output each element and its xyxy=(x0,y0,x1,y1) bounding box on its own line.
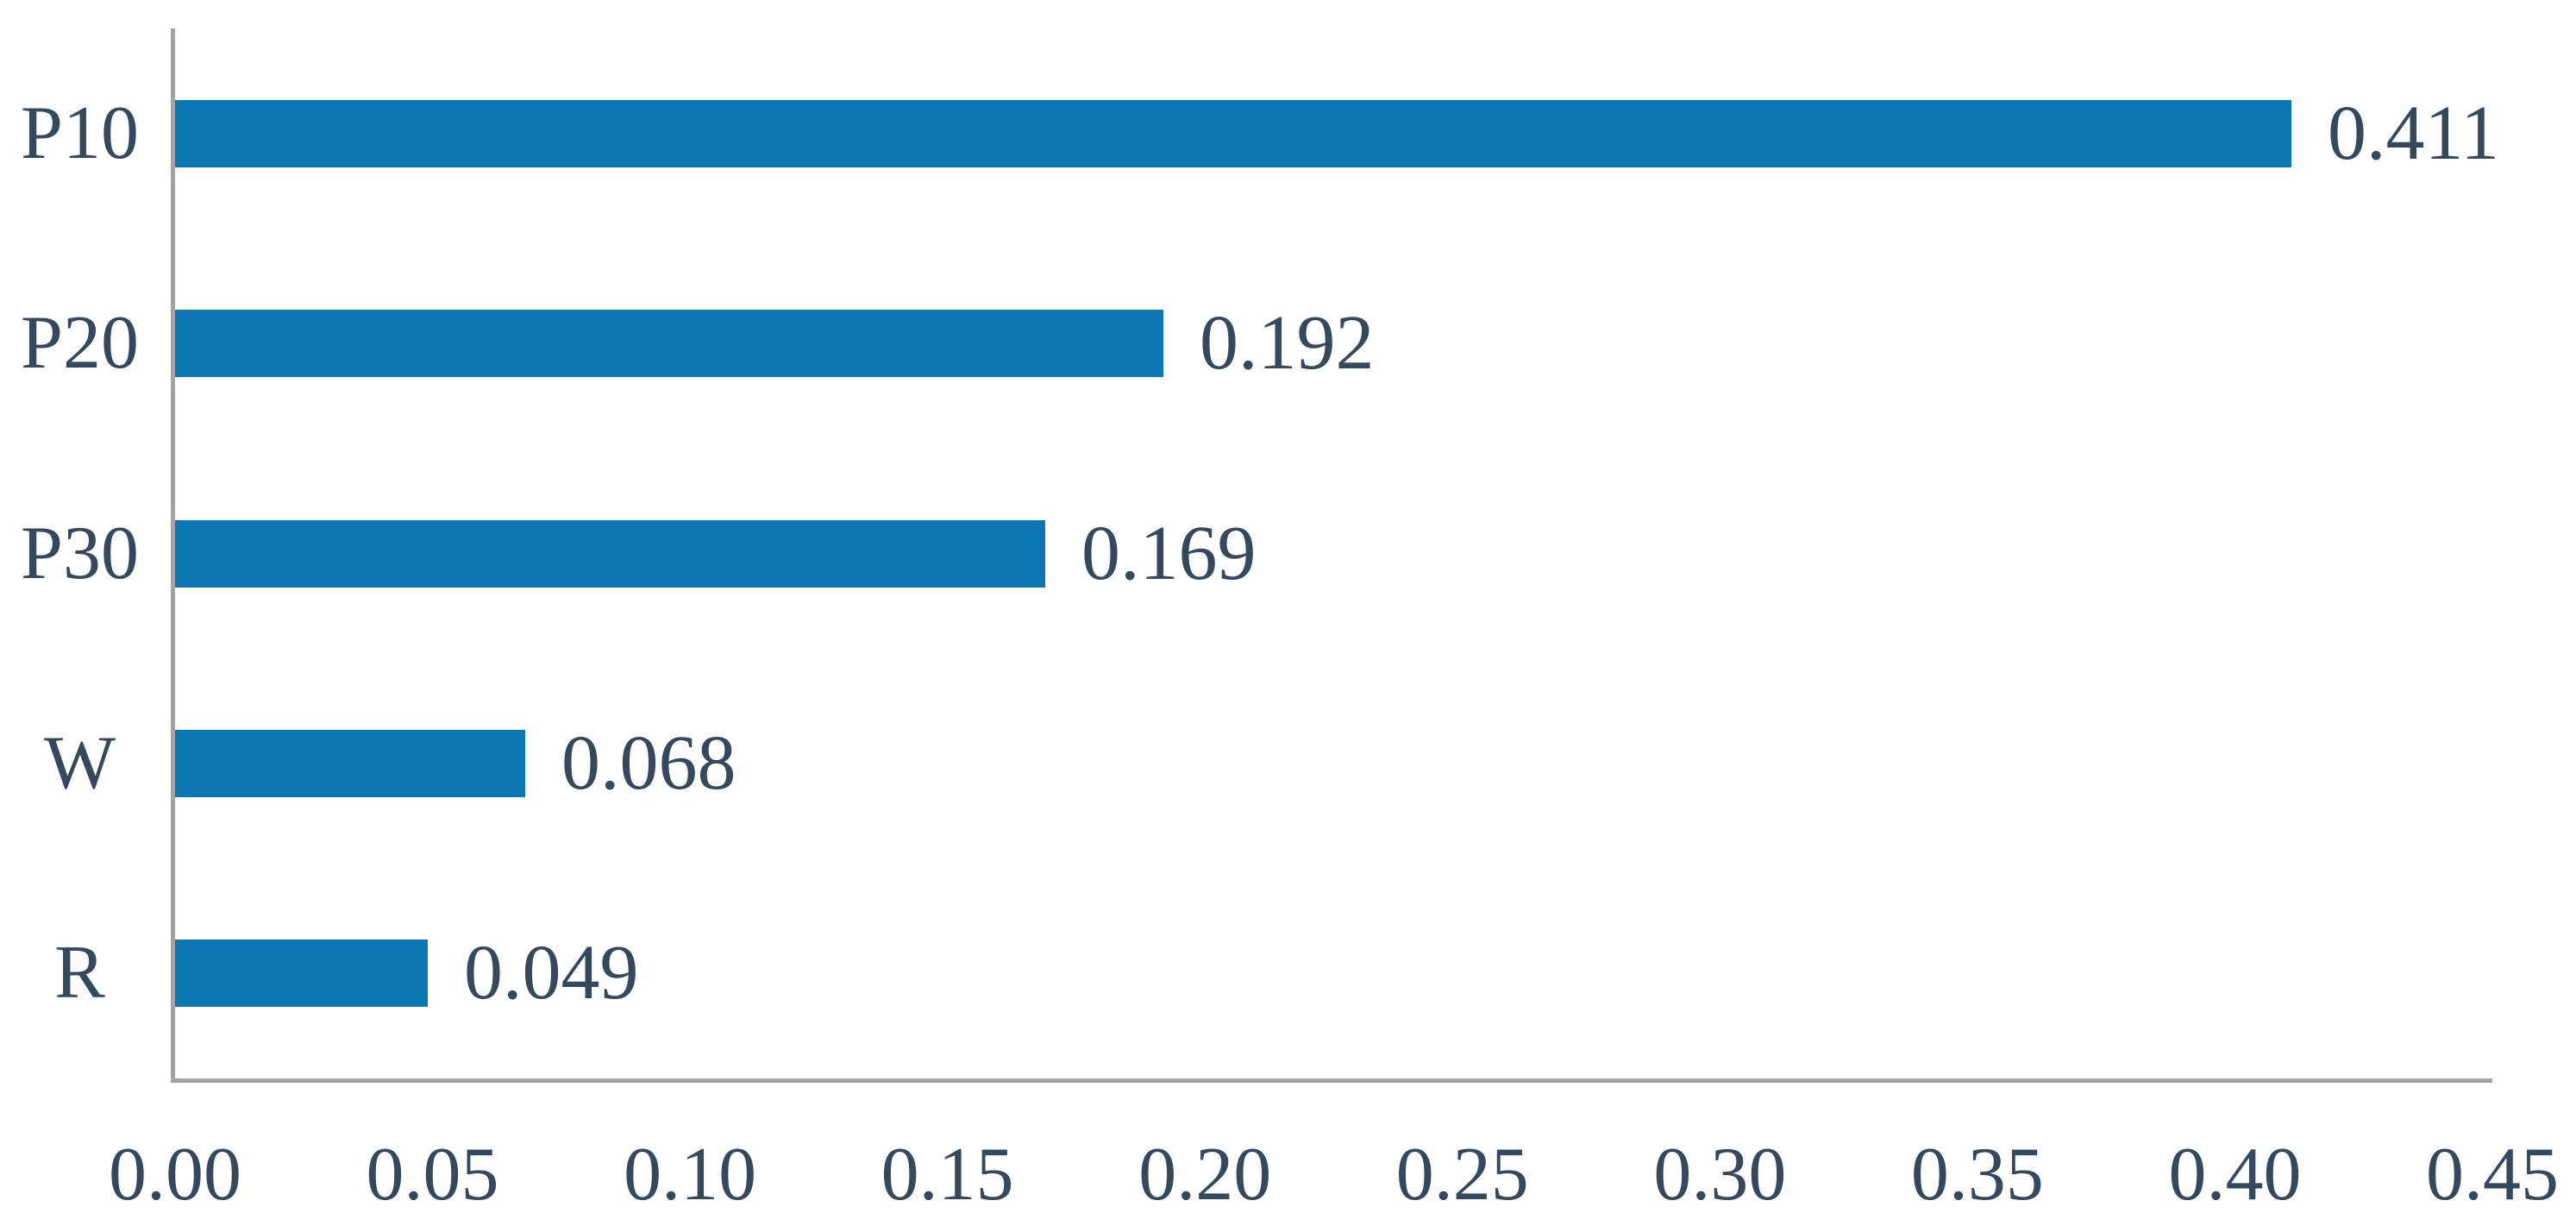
x-tick-0-25: 0.25 xyxy=(1395,1133,1529,1216)
value-label-w: 0.068 xyxy=(561,720,736,806)
y-axis-line xyxy=(171,28,175,1083)
x-tick-0-40: 0.40 xyxy=(2168,1133,2302,1216)
x-tick-0-30: 0.30 xyxy=(1653,1133,1787,1216)
x-tick-0-20: 0.20 xyxy=(1138,1133,1272,1216)
x-tick-0-05: 0.05 xyxy=(366,1133,499,1216)
category-label-r: R xyxy=(54,931,105,1015)
bar-p30 xyxy=(175,520,1045,588)
value-label-r: 0.049 xyxy=(464,930,639,1015)
x-tick-0-00: 0.00 xyxy=(109,1133,241,1216)
bar-w xyxy=(175,730,525,797)
x-tick-0-15: 0.15 xyxy=(881,1133,1014,1216)
x-tick-0-45: 0.45 xyxy=(2426,1133,2559,1216)
x-tick-0-35: 0.35 xyxy=(1910,1133,2044,1216)
value-label-p10: 0.411 xyxy=(2328,91,2500,176)
value-label-p20: 0.192 xyxy=(1200,300,1375,386)
x-tick-0-10: 0.10 xyxy=(624,1133,757,1216)
category-label-p20: P20 xyxy=(21,301,139,385)
value-label-p30: 0.169 xyxy=(1081,511,1257,596)
category-label-w: W xyxy=(43,721,116,805)
category-label-p10: P10 xyxy=(21,91,139,175)
category-label-p30: P30 xyxy=(21,512,139,595)
bar-p20 xyxy=(175,310,1163,377)
x-axis-line xyxy=(171,1078,2492,1083)
bar-p10 xyxy=(175,100,2291,167)
bar-r xyxy=(175,940,428,1007)
